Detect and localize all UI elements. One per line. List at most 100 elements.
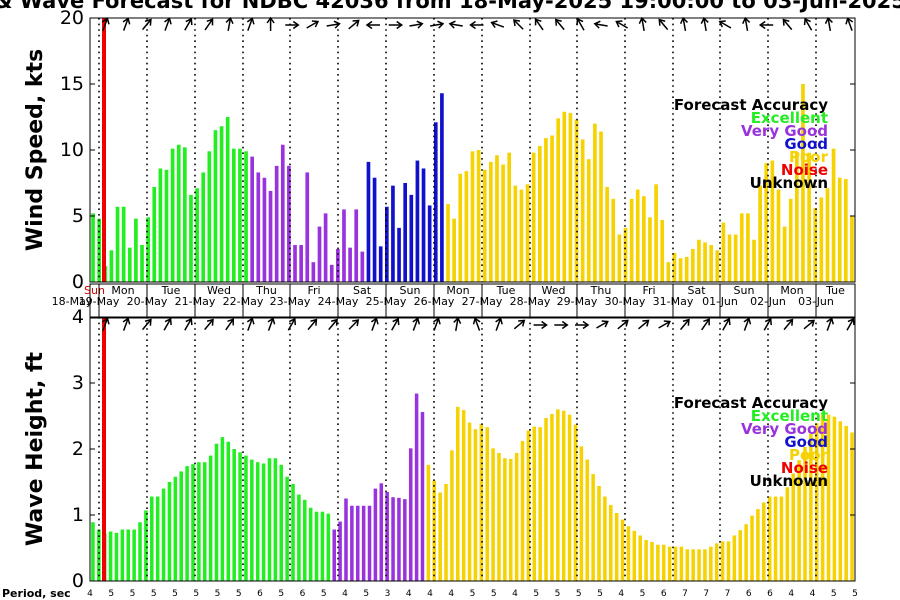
wave-bar: [585, 459, 590, 581]
wave-bar: [185, 466, 189, 581]
arrow-head: [845, 17, 854, 25]
wave-bar: [361, 505, 366, 581]
wind-bar: [586, 159, 591, 282]
arrow-head: [534, 18, 542, 26]
arrow-head: [227, 318, 234, 326]
wave-bar: [520, 441, 525, 581]
arrow-head: [288, 317, 297, 326]
direction-arrow: [122, 17, 131, 31]
wind-bar: [501, 164, 505, 282]
arrow-head: [847, 317, 855, 326]
wave-bar: [391, 497, 395, 581]
arrow-head: [615, 20, 623, 28]
arrow-shaft: [433, 319, 439, 331]
wave-bar: [791, 473, 795, 581]
direction-arrow: [700, 16, 709, 32]
wave-bar: [773, 496, 778, 581]
arrow-shaft: [743, 319, 750, 331]
wind-bar: [678, 258, 683, 282]
wind-bar: [813, 208, 818, 282]
legend-item: Excellent: [751, 109, 828, 127]
wave-bar: [803, 447, 807, 581]
direction-arrow: [782, 18, 793, 31]
arrow-shaft: [163, 319, 171, 331]
arrow-shaft: [641, 18, 645, 32]
arrow-shaft: [495, 319, 501, 331]
wave-bar: [532, 426, 537, 581]
direction-arrow: [803, 319, 815, 330]
wind-bar: [280, 144, 285, 282]
arrow-head: [764, 317, 772, 326]
day-date: 29-May: [557, 295, 598, 308]
arrow-head: [310, 318, 318, 326]
y-tick-label: 15: [60, 73, 84, 95]
y-tick-label: 0: [72, 570, 84, 592]
legend-item: Good: [784, 433, 828, 451]
wave-bar: [726, 541, 731, 581]
y-tick-label: 1: [72, 504, 84, 526]
wave-bar: [626, 526, 631, 581]
wind-bar: [268, 190, 273, 282]
direction-arrow: [743, 317, 752, 331]
legend-item: Excellent: [751, 407, 828, 425]
day-name: Sat: [353, 284, 372, 297]
y-tick-label: 4: [72, 306, 84, 328]
wave-bar: [150, 496, 154, 581]
arrow-shaft: [847, 19, 853, 31]
arrow-head: [518, 319, 526, 327]
arrow-shaft: [720, 21, 732, 29]
arrow-shaft: [184, 19, 192, 31]
wave-bar: [667, 546, 672, 581]
wind-bar: [91, 213, 95, 282]
wind-bar: [721, 222, 726, 282]
direction-arrow: [534, 18, 544, 31]
wave-bar: [444, 483, 448, 581]
wave-bar: [485, 427, 489, 581]
period-value: 5: [831, 589, 837, 599]
arrow-head: [225, 16, 234, 24]
arrow-shaft: [617, 320, 628, 330]
day-name: Mon: [780, 284, 803, 297]
direction-arrow: [391, 317, 400, 331]
wave-bar: [703, 549, 707, 581]
direction-arrow: [266, 16, 275, 31]
wind-bar: [97, 218, 102, 282]
wind-bar: [807, 152, 811, 282]
wind-bar: [550, 135, 554, 282]
period-value: 4: [342, 589, 348, 599]
direction-arrow: [204, 18, 214, 31]
wave-bar: [838, 421, 843, 581]
wind-bar: [354, 209, 359, 282]
wave-bar: [556, 409, 560, 581]
direction-arrow: [348, 19, 360, 30]
wind-bar: [238, 148, 242, 282]
direction-arrow: [722, 317, 731, 331]
arrow-shaft: [391, 319, 399, 331]
wind-bar: [446, 204, 450, 282]
arrow-shaft: [141, 19, 151, 31]
y-tick-label: 0: [72, 271, 84, 293]
direction-arrow: [763, 317, 772, 331]
legend-item: Good: [784, 135, 828, 153]
wave-bar: [138, 522, 142, 581]
direction-arrow: [164, 17, 172, 31]
arrow-head: [576, 17, 584, 26]
day-date: 31-May: [653, 295, 694, 308]
wave-bar: [526, 430, 531, 581]
wave-bar: [826, 414, 831, 581]
day-date: 23-May: [270, 295, 311, 308]
direction-arrow: [246, 317, 255, 331]
wind-bar: [684, 256, 689, 282]
arrow-shaft: [555, 19, 565, 31]
wind-bar: [660, 219, 665, 282]
direction-arrow: [328, 318, 338, 331]
direction-arrow: [513, 19, 524, 30]
arrow-head: [311, 20, 320, 28]
arrow-head: [642, 319, 650, 327]
direction-arrow: [679, 318, 690, 331]
wave-bar: [132, 529, 136, 581]
arrow-shaft: [225, 319, 234, 331]
wave-height-panel: 0 1 2 3 4 Wave Height, ft Forecast AccuracyExc…: [23, 306, 856, 592]
wind-bar: [470, 151, 475, 282]
period-row: Period, sec 4 5 5 5 5 5 5 5 6 5 6 5 4 5 3 4 4 4 5 5 4 5 5 5 5 4 5 6…: [2, 587, 858, 600]
